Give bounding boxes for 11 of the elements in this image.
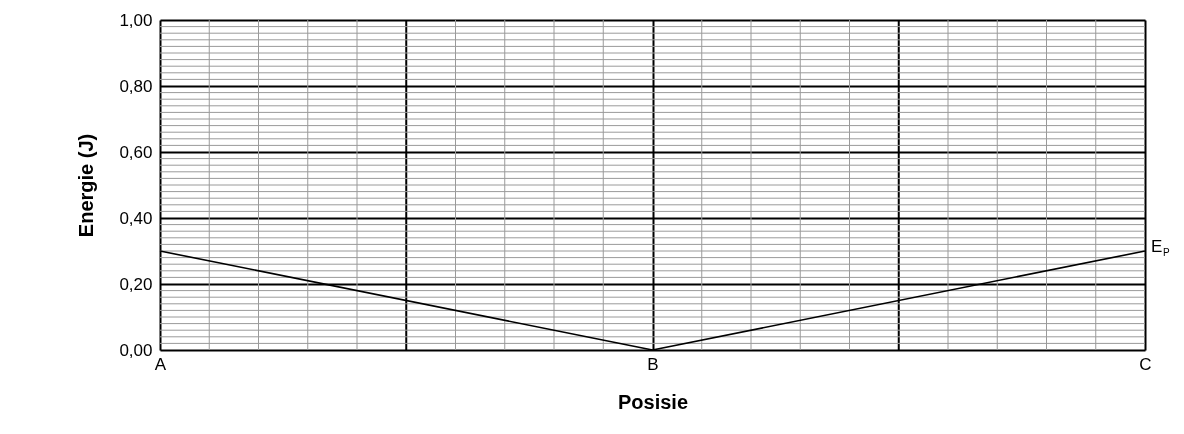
y-tick-label: 0,40 — [119, 208, 153, 228]
x-tick-label: A — [154, 354, 167, 374]
x-axis-title: Posisie — [617, 390, 689, 413]
y-tick-label: 0,80 — [119, 76, 153, 96]
y-axis-title: Energie (J) — [75, 133, 98, 238]
y-tick-label: 0,20 — [119, 274, 153, 294]
x-tick-label: C — [1139, 354, 1152, 374]
x-tick-label: B — [647, 354, 659, 374]
y-tick-label: 1,00 — [119, 10, 153, 30]
y-tick-label: 0,60 — [119, 142, 153, 162]
y-tick-label: 0,00 — [119, 340, 153, 360]
